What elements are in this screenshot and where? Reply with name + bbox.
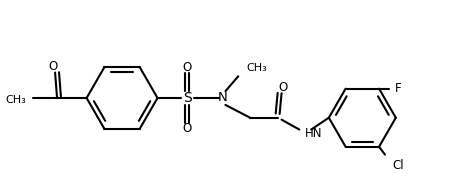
- Text: O: O: [48, 60, 58, 74]
- Text: HN: HN: [305, 127, 323, 140]
- Text: CH₃: CH₃: [6, 95, 27, 105]
- Text: O: O: [278, 81, 287, 94]
- Text: O: O: [182, 122, 192, 135]
- Text: Cl: Cl: [393, 159, 405, 172]
- Text: F: F: [395, 82, 401, 95]
- Text: N: N: [218, 92, 228, 104]
- Text: CH₃: CH₃: [246, 63, 267, 73]
- Text: S: S: [183, 91, 191, 105]
- Text: O: O: [182, 61, 192, 74]
